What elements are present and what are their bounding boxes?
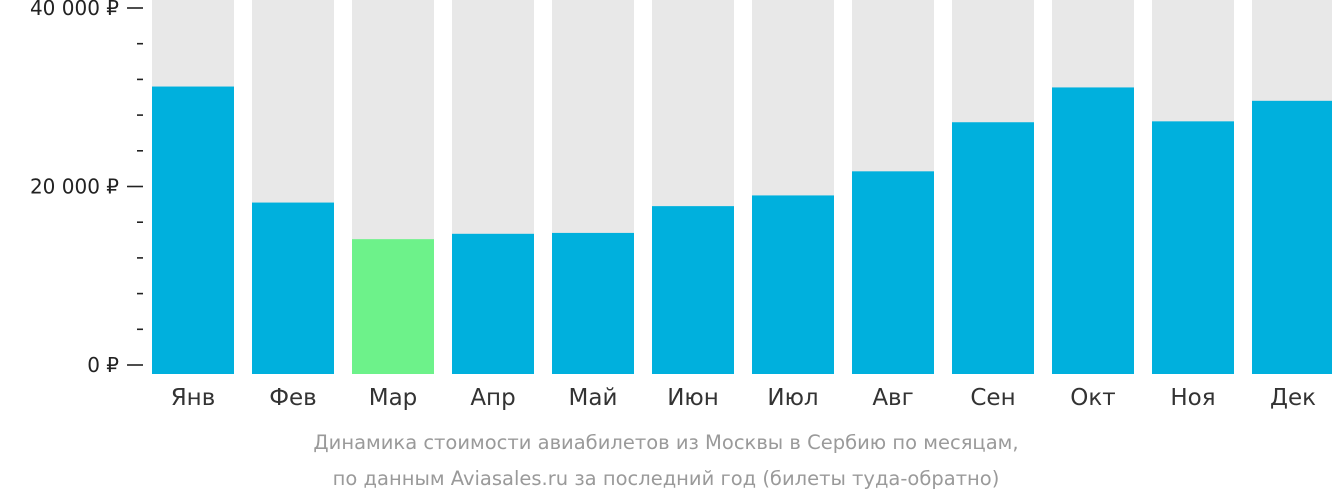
bar-5[interactable] — [552, 232, 634, 374]
x-tick-label: Окт — [1070, 385, 1115, 411]
bar-4[interactable] — [452, 233, 534, 374]
x-tick-label: Май — [569, 385, 618, 411]
bars — [152, 86, 1332, 375]
y-tick-label: 40 000 ₽ — [30, 0, 119, 20]
y-tick-label: 20 000 ₽ — [30, 175, 119, 199]
x-axis-labels: Янв Фев Мар Апр Май Июн Июл Авг Сен Окт Ноя Дек — [171, 385, 1316, 411]
x-tick-label: Дек — [1270, 385, 1316, 411]
y-tick-label: 0 ₽ — [87, 353, 119, 377]
x-tick-label: Ноя — [1170, 385, 1215, 411]
bar-12[interactable] — [1252, 100, 1332, 374]
x-tick-label: Фев — [269, 385, 317, 411]
price-chart: 0 ₽ 20 000 ₽ 40 000 ₽ Янв Фев Мар Апр Май Июн Ию… — [30, 0, 1332, 411]
x-tick-label: Авг — [872, 385, 913, 411]
bar-8[interactable] — [852, 171, 934, 374]
chart-subtitle: по данным Aviasales.ru за последний год … — [332, 467, 1000, 490]
y-axis: 0 ₽ 20 000 ₽ 40 000 ₽ — [30, 0, 143, 377]
bar-2[interactable] — [252, 202, 334, 374]
bar-11[interactable] — [1152, 121, 1234, 374]
bar-7[interactable] — [752, 195, 834, 374]
x-tick-label: Апр — [470, 385, 515, 411]
x-tick-label: Июн — [667, 385, 719, 411]
bar-6[interactable] — [652, 206, 734, 374]
chart-title: Динамика стоимости авиабилетов из Москвы… — [313, 431, 1019, 454]
bar-1[interactable] — [152, 86, 234, 374]
x-tick-label: Июл — [767, 385, 818, 411]
bar-10[interactable] — [1052, 87, 1134, 375]
bar-3[interactable] — [352, 239, 434, 374]
x-tick-label: Мар — [369, 385, 418, 411]
x-tick-label: Янв — [171, 385, 216, 411]
x-tick-label: Сен — [970, 385, 1015, 411]
bar-9[interactable] — [952, 122, 1034, 375]
